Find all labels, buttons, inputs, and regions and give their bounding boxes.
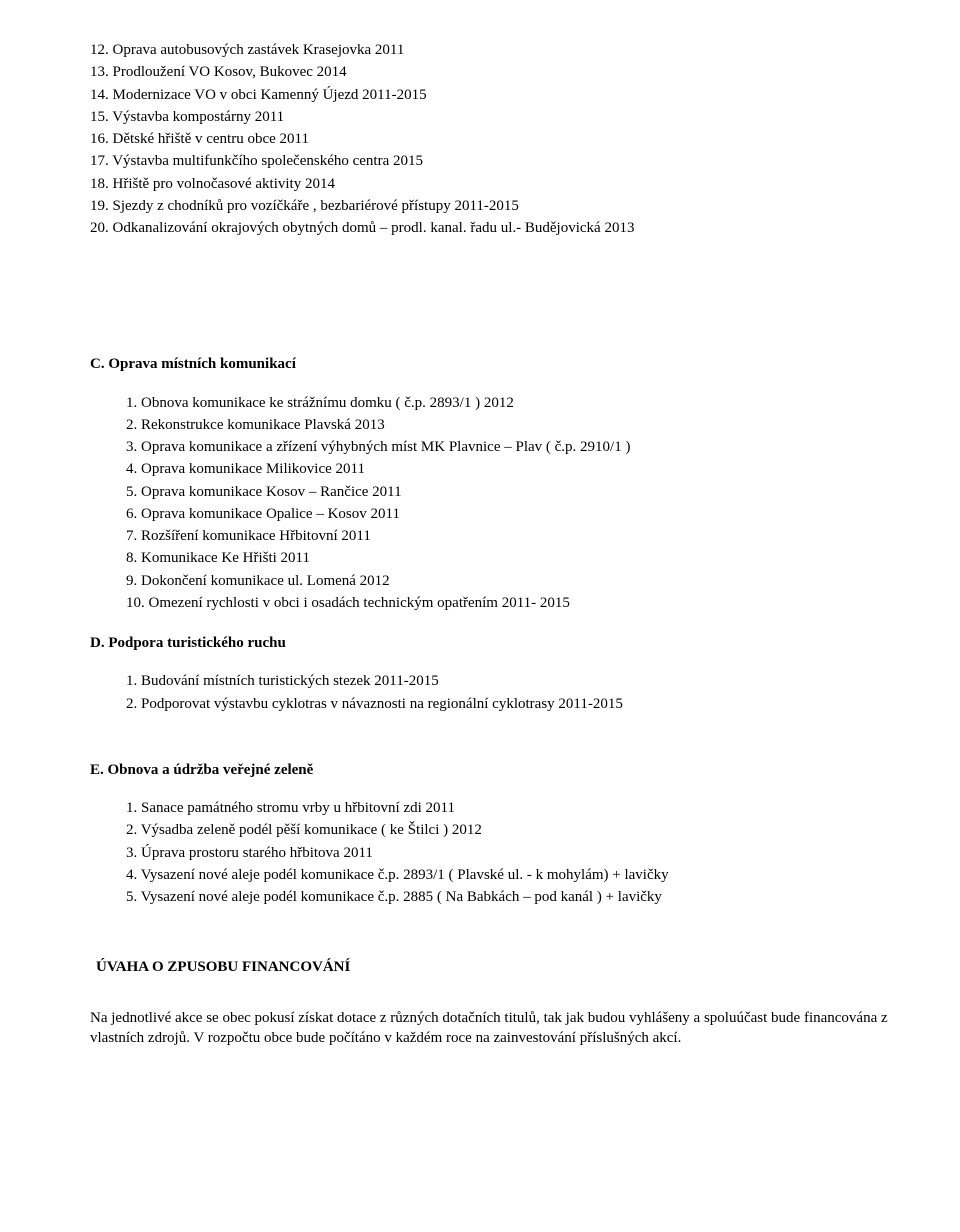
list-item: 9. Dokončení komunikace ul. Lomená 2012: [126, 571, 900, 591]
list-item: 4. Vysazení nové aleje podél komunikace …: [126, 865, 900, 885]
section-d-title: D. Podpora turistického ruchu: [90, 633, 900, 653]
list-item: 20. Odkanalizování okrajových obytných d…: [90, 218, 900, 238]
list-item: 4. Oprava komunikace Milikovice 2011: [126, 459, 900, 479]
list-item: 2. Rekonstrukce komunikace Plavská 2013: [126, 415, 900, 435]
list-item: 8. Komunikace Ke Hřišti 2011: [126, 548, 900, 568]
list-section-e: 1. Sanace památného stromu vrby u hřbito…: [90, 798, 900, 907]
list-item: 3. Oprava komunikace a zřízení výhybných…: [126, 437, 900, 457]
section-c-title: C. Oprava místních komunikací: [90, 354, 900, 374]
list-item: 19. Sjezdy z chodníků pro vozíčkáře , be…: [90, 196, 900, 216]
section-e-title: E. Obnova a údržba veřejné zeleně: [90, 760, 900, 780]
list-item: 12. Oprava autobusových zastávek Krasejo…: [90, 40, 900, 60]
list-item: 2. Podporovat výstavbu cyklotras v návaz…: [126, 694, 900, 714]
list-item: 1. Obnova komunikace ke strážnímu domku …: [126, 393, 900, 413]
list-item: 13. Prodloužení VO Kosov, Bukovec 2014: [90, 62, 900, 82]
list-item: 18. Hřiště pro volnočasové aktivity 2014: [90, 174, 900, 194]
list-item: 2. Výsadba zeleně podél pěší komunikace …: [126, 820, 900, 840]
list-item: 10. Omezení rychlosti v obci i osadách t…: [126, 593, 900, 613]
list-item: 15. Výstavba kompostárny 2011: [90, 107, 900, 127]
list-item: 14. Modernizace VO v obci Kamenný Újezd …: [90, 85, 900, 105]
list-item: 17. Výstavba multifunkčího společenského…: [90, 151, 900, 171]
list-item: 1. Sanace památného stromu vrby u hřbito…: [126, 798, 900, 818]
list-section-a: 12. Oprava autobusových zastávek Krasejo…: [90, 40, 900, 238]
list-section-d: 1. Budování místních turistických stezek…: [90, 671, 900, 714]
list-item: 5. Oprava komunikace Kosov – Rančice 201…: [126, 482, 900, 502]
financing-title: ÚVAHA O ZPUSOBU FINANCOVÁNÍ: [90, 957, 900, 977]
list-item: 3. Úprava prostoru starého hřbitova 2011: [126, 843, 900, 863]
list-item: 1. Budování místních turistických stezek…: [126, 671, 900, 691]
list-item: 6. Oprava komunikace Opalice – Kosov 201…: [126, 504, 900, 524]
list-item: 5. Vysazení nové aleje podél komunikace …: [126, 887, 900, 907]
list-item: 7. Rozšíření komunikace Hřbitovní 2011: [126, 526, 900, 546]
list-item: 16. Dětské hřiště v centru obce 2011: [90, 129, 900, 149]
list-section-c: 1. Obnova komunikace ke strážnímu domku …: [90, 393, 900, 614]
financing-paragraph: Na jednotlivé akce se obec pokusí získat…: [90, 1008, 900, 1049]
